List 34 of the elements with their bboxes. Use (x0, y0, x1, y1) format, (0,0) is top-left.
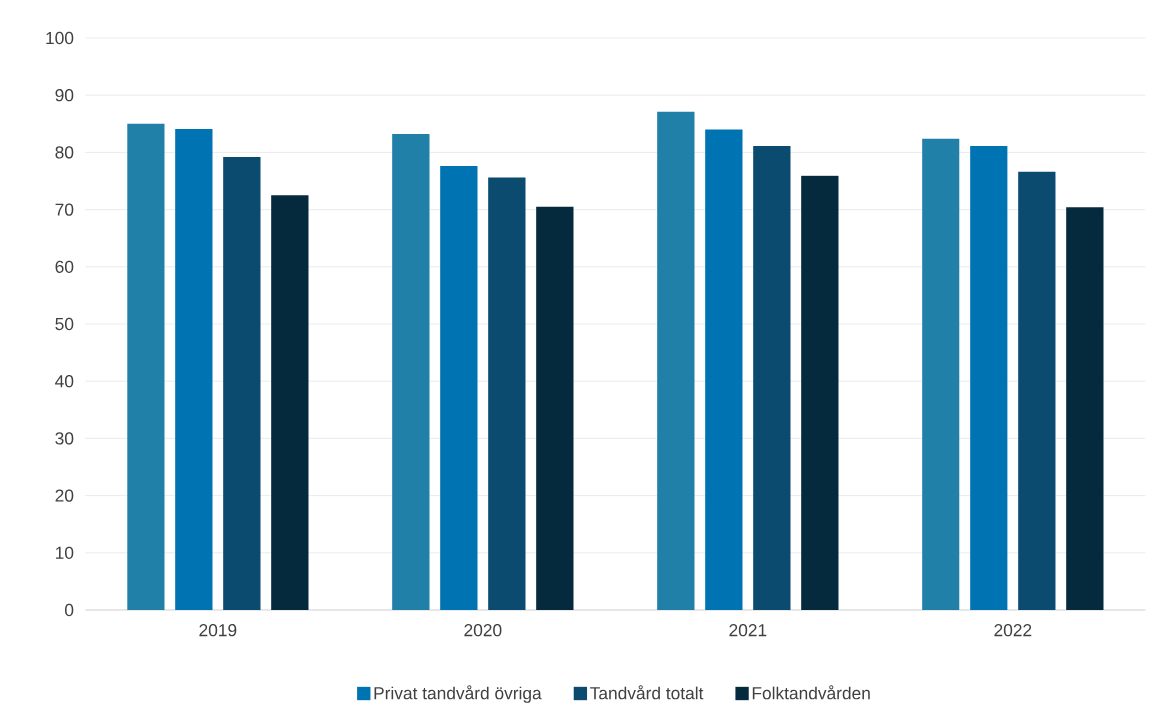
bar (801, 175, 839, 610)
bar (1066, 207, 1104, 610)
bar (657, 111, 695, 610)
y-tick-label: 40 (55, 375, 74, 388)
y-tick-label: 50 (55, 317, 74, 331)
y-tick-label: 90 (55, 89, 74, 102)
bar (392, 134, 430, 610)
y-tick-label: 70 (55, 203, 74, 216)
y-tick-label: 20 (55, 489, 74, 502)
bar (223, 156, 261, 610)
bar (705, 129, 743, 610)
legend-label: Tandvård totalt (590, 685, 704, 700)
legend-label: Privat tandvård övriga (374, 685, 542, 703)
y-tick-label: 0 (64, 603, 74, 617)
bar (488, 177, 526, 610)
bar (440, 166, 478, 610)
y-tick-label: 30 (55, 432, 74, 445)
bar (1018, 171, 1056, 610)
y-tick-label: 100 (46, 31, 74, 45)
y-tick-label: 10 (56, 546, 74, 559)
x-tick-label: 2019 (199, 624, 237, 637)
bar (970, 146, 1008, 610)
x-tick-label: 2021 (729, 624, 767, 637)
bar (271, 195, 309, 610)
bar (175, 128, 213, 610)
bar (536, 206, 574, 610)
y-tick-label: 60 (55, 260, 74, 273)
legend-label: Folktandvården (752, 685, 870, 700)
bar (753, 146, 791, 610)
y-tick-label: 80 (55, 146, 74, 159)
x-tick-label: 2020 (464, 624, 502, 637)
x-tick-label: 2022 (994, 624, 1032, 637)
bar (922, 138, 960, 610)
bar (127, 123, 165, 610)
